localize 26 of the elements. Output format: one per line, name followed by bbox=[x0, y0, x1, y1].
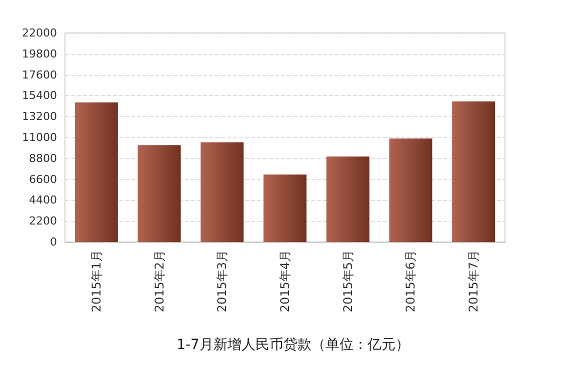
text: 1-7月新增人民币贷款（单位：亿元） bbox=[176, 337, 410, 353]
bar bbox=[74, 102, 118, 242]
y-tick-label: 17600 bbox=[22, 68, 57, 82]
y-tick-label: 15400 bbox=[22, 89, 57, 102]
bar bbox=[326, 156, 370, 242]
x-tick-label: 2015年6月 bbox=[404, 250, 418, 312]
y-tick-label: 6600 bbox=[29, 172, 57, 186]
y-tick-label: 4400 bbox=[29, 194, 57, 207]
y-tick-label: 19800 bbox=[22, 47, 57, 60]
bar bbox=[389, 138, 432, 242]
x-tick-label: 2015年2月 bbox=[152, 250, 166, 312]
x-tick-label: 2015年3月 bbox=[215, 250, 230, 312]
bar bbox=[452, 101, 496, 242]
y-tick-label: 2200 bbox=[29, 214, 57, 228]
y-tick-label: 8800 bbox=[29, 152, 57, 165]
bar bbox=[138, 145, 181, 242]
y-tick-label: 11000 bbox=[22, 131, 57, 144]
x-tick-label: 2015年1月 bbox=[89, 250, 104, 312]
y-tick-label: 22000 bbox=[22, 26, 57, 40]
x-tick-label: 2015年5月 bbox=[340, 250, 355, 312]
x-tick-label: 2015年4月 bbox=[278, 250, 292, 312]
y-tick-label: 0 bbox=[50, 236, 57, 248]
x-tick-label: 2015年7月 bbox=[466, 250, 481, 312]
y-tick-label: 13200 bbox=[22, 110, 57, 124]
bar bbox=[264, 174, 306, 242]
bar bbox=[200, 142, 244, 242]
